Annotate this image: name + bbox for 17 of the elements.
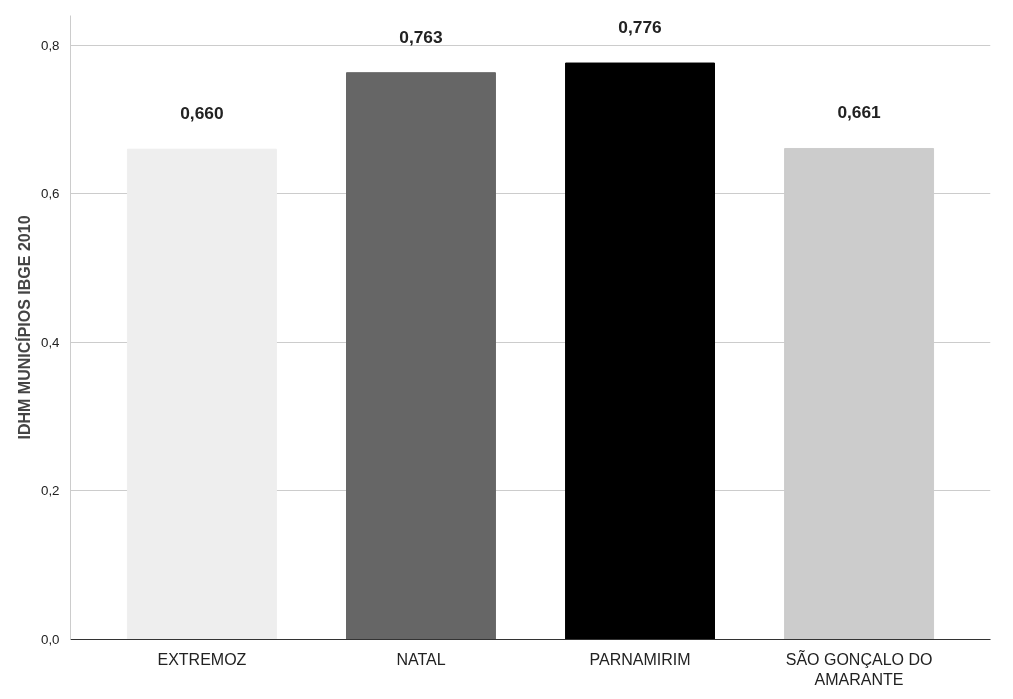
bar — [346, 72, 496, 640]
data-label: 0,776 — [618, 17, 663, 38]
x-tick-label: PARNAMIRIM — [589, 650, 691, 668]
bar — [565, 62, 715, 640]
x-tick-label: EXTREMOZ — [157, 650, 247, 668]
data-label: 0,660 — [180, 103, 224, 124]
y-axis-title: IDHM MUNICÍPIOS IBGE 2010 — [14, 215, 33, 440]
y-tick-label: 0,4 — [40, 334, 61, 350]
y-tick-label: 0,2 — [40, 483, 60, 499]
data-label: 0,763 — [399, 26, 444, 47]
y-tick-label: 0,8 — [40, 37, 60, 53]
x-tick-label: NATAL — [396, 650, 446, 668]
bar — [126, 148, 277, 640]
y-tick-label: 0,6 — [40, 186, 60, 202]
y-tick-label: 0,0 — [40, 632, 60, 647]
x-tick-label: SÃO GONÇALO DO AMARANTE — [785, 648, 933, 688]
data-label: 0,661 — [837, 102, 882, 123]
